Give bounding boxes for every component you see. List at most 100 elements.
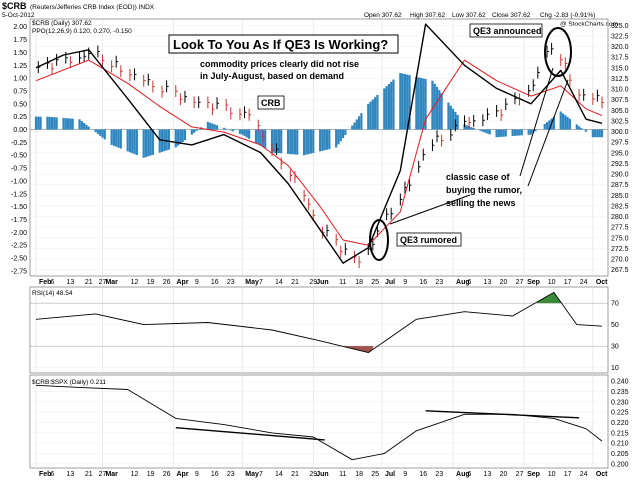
header-chg: Chg -2.83 (-0.91%) (540, 12, 595, 19)
rsi-tick-label: 10 (611, 365, 619, 372)
ppo-histogram-bar (456, 115, 459, 130)
ppo-histogram-bar (117, 129, 120, 148)
ppo-histogram-bar (545, 122, 549, 130)
ratio-tick-label: 0.210 (611, 441, 629, 448)
ppo-histogram-bar (293, 129, 297, 155)
ratio-x-tick-label: Aug (456, 471, 470, 478)
ppo-histogram-bar (215, 125, 219, 130)
ppo-histogram-bar (335, 129, 338, 148)
pointer-classic-1 (519, 67, 554, 177)
right-axis-tick-label: 320.0 (611, 44, 629, 51)
ratio-x-tick-label: 23 (227, 471, 235, 478)
ppo-histogram-bar (552, 116, 555, 130)
ppo-histogram-bar (264, 129, 267, 149)
ppo-histogram-bar (78, 119, 81, 130)
main-x-tick-label: Oct (596, 279, 608, 286)
ppo-histogram-bar (147, 129, 150, 157)
ratio-x-tick-label: Sep (527, 471, 540, 478)
title-box (168, 34, 399, 54)
main-x-tick-label: Sep (527, 279, 540, 286)
ppo-histogram-bar (431, 80, 434, 130)
ppo-histogram-bar (484, 129, 487, 133)
ppo-histogram-bar (99, 129, 102, 136)
ppo-histogram-bar (158, 129, 161, 153)
right-axis-tick-label: 287.5 (611, 182, 629, 189)
watermark: @ StockCharts.com (560, 21, 618, 28)
ppo-histogram-bar (238, 129, 242, 134)
right-axis-tick-label: 292.5 (611, 161, 629, 168)
annotation-qe3-announced: QE3 announced (473, 26, 542, 36)
left-axis-tick-label: 1.50 (13, 50, 27, 57)
ppo-histogram-bar (385, 86, 388, 130)
main-x-tick-label: Feb (39, 279, 51, 286)
header-high: High 307.62 (410, 12, 445, 19)
ratio-x-tick-label: 6 (50, 471, 54, 478)
annotation-title: Look To You As If QE3 Is Working? (173, 37, 388, 52)
left-axis-tick-label: 1.00 (13, 76, 27, 83)
ppo-histogram-bar (516, 129, 519, 136)
ppo-histogram-bar (399, 72, 402, 130)
ppo-histogram-bar (149, 129, 152, 156)
qe3-rumored-box (396, 232, 462, 247)
ppo-histogram-bar (167, 129, 171, 150)
ppo-histogram-bar (520, 129, 523, 136)
ppo-histogram-bar (337, 129, 340, 145)
ppo-histogram-bar (344, 129, 347, 136)
ppo-histogram-bar (243, 129, 246, 137)
ppo-histogram-bar (209, 122, 212, 130)
ppo-histogram-bar (513, 129, 517, 136)
ratio-tick-label: 0.220 (611, 420, 629, 427)
ratio-x-tick-label: 21 (291, 471, 299, 478)
ppo-histogram-bar (183, 129, 187, 141)
ratio-x-tick-label: Oct (596, 471, 608, 478)
tick-labels-layer: 267.5 270.0 272.5 275.0 277.5 280.0 282.5 285.0… (11, 23, 629, 478)
ratio-x-tick-label: 13 (66, 471, 74, 478)
left-axis-tick-label: -2.50 (11, 256, 27, 263)
left-axis-tick-label: -0.50 (11, 153, 27, 160)
ratio-tick-label: 0.225 (611, 410, 629, 417)
left-axis-tick-label: -0.75 (11, 166, 27, 173)
right-axis-tick-label: 322.5 (611, 33, 629, 40)
ppo-histogram-bar (286, 129, 290, 154)
main-x-tick-label: 17 (564, 279, 572, 286)
rsi-oversold-fill (344, 346, 374, 353)
ratio-x-tick-label: Mar (105, 471, 118, 478)
ppo-histogram-bar (559, 111, 562, 130)
ppo-histogram-bar (50, 117, 54, 130)
ratio-x-tick-label: 16 (211, 471, 219, 478)
ppo-histogram-bar (527, 129, 530, 135)
right-axis-tick-label: 310.0 (611, 87, 629, 94)
ppo-histogram-bar (296, 129, 299, 155)
ppo-histogram-bar (46, 116, 49, 130)
ppo-histogram-bar (144, 129, 148, 158)
left-axis-tick-label: -2.00 (11, 230, 27, 237)
pointer-classic-2 (527, 79, 569, 187)
ppo-histogram-bar (165, 129, 168, 151)
ppo-histogram-bar (248, 129, 251, 139)
ratio-x-tick-label: 19 (147, 471, 155, 478)
ppo-histogram-bar (319, 129, 322, 152)
ppo-histogram-bar (371, 99, 374, 130)
ppo-histogram-bar (142, 129, 145, 158)
ratio-x-tick-label: 14 (275, 471, 283, 478)
right-axis-tick-label: 275.0 (611, 235, 629, 242)
ratio-tick-label: 0.240 (611, 379, 629, 386)
main-x-tick-label: 6 (50, 279, 54, 286)
main-x-tick-label: 21 (85, 279, 93, 286)
main-x-tick-label: 10 (548, 279, 556, 286)
main-legend-crb: $CRB (Daily) 307.62 (32, 20, 92, 27)
main-x-tick-label: 13 (66, 279, 74, 286)
main-x-tick-label: 9 (195, 279, 199, 286)
ppo-histogram-bar (486, 129, 489, 134)
ppo-histogram-bar (229, 129, 232, 131)
ratio-x-tick-label: 16 (419, 471, 427, 478)
ppo-histogram-bar (128, 129, 132, 153)
ppo-histogram-bar (119, 129, 122, 149)
ratio-trendline (175, 427, 325, 441)
ppo-histogram-bar (94, 129, 97, 133)
ppo-histogram-bar (390, 81, 393, 130)
left-axis-tick-label: 0.50 (13, 101, 27, 108)
ratio-tick-label: 0.200 (611, 461, 629, 468)
ppo-histogram-bar (497, 129, 500, 138)
